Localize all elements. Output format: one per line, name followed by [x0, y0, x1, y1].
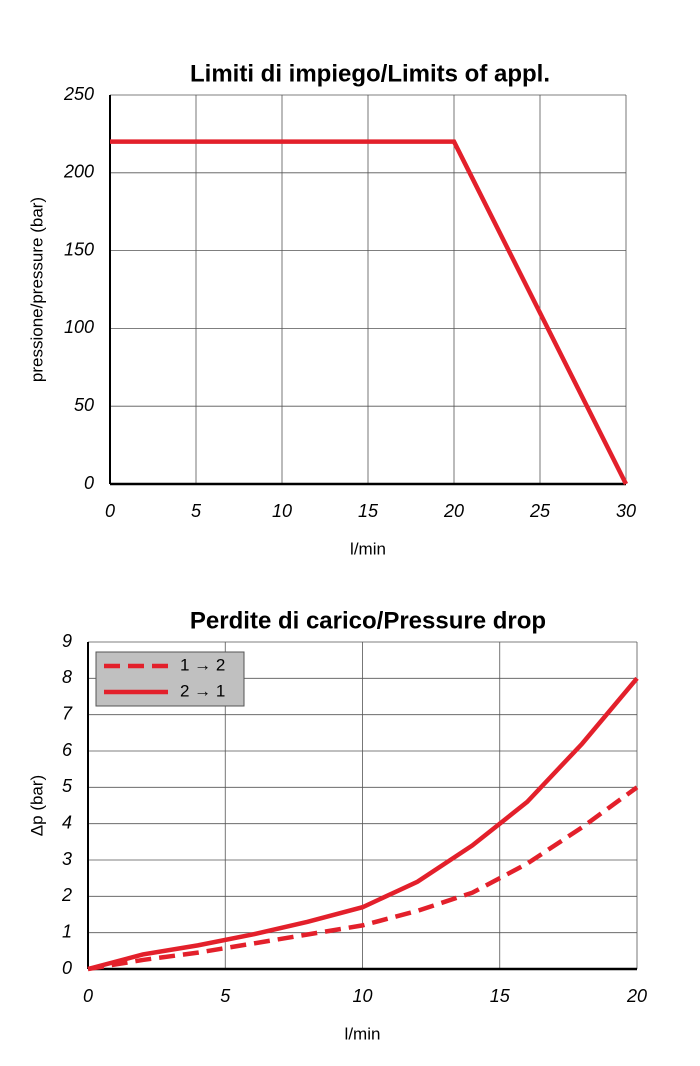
x-tick-label: 10 — [352, 986, 372, 1006]
y-tick-label: 0 — [62, 958, 72, 978]
x-tick-label: 0 — [105, 501, 115, 521]
y-tick-label: 6 — [62, 740, 73, 760]
line — [110, 139, 629, 486]
x-tick-label: 25 — [529, 501, 551, 521]
y-tick-label: 50 — [74, 395, 94, 415]
x-tick-label: 5 — [220, 986, 231, 1006]
x-tick-label: 20 — [443, 501, 464, 521]
y-tick-label: 7 — [62, 703, 73, 723]
y-axis-label: pressione/pressure (bar) — [27, 197, 46, 382]
y-tick-label: 2 — [61, 885, 72, 905]
y-tick-label: 4 — [62, 812, 72, 832]
y-tick-label: 200 — [63, 162, 94, 182]
legend-box — [95, 651, 245, 707]
x-axis-label: l/min — [345, 1024, 381, 1043]
y-axis-label: Δp (bar) — [27, 775, 46, 836]
y-tick-label: 150 — [64, 239, 94, 259]
y-tick-label: 3 — [62, 849, 72, 869]
x-tick-label: 0 — [83, 986, 93, 1006]
x-tick-label: 15 — [358, 501, 379, 521]
y-tick-label: 8 — [62, 667, 72, 687]
y-tick-label: 100 — [64, 317, 94, 337]
y-tick-label: 1 — [62, 921, 72, 941]
x-tick-label: 20 — [626, 986, 647, 1006]
chart-title: Limiti di impiego/Limits of appl. — [190, 60, 550, 87]
line — [87, 676, 639, 972]
line — [87, 785, 639, 972]
x-axis-label: l/min — [350, 539, 386, 558]
y-tick-label: 5 — [62, 776, 73, 796]
x-tick-label: 15 — [490, 986, 511, 1006]
x-tick-label: 30 — [616, 501, 636, 521]
legend-label: 2 → 1 — [180, 681, 225, 700]
y-tick-label: 9 — [62, 631, 72, 651]
chart-title: Perdite di carico/Pressure drop — [190, 607, 546, 634]
x-tick-label: 5 — [191, 501, 202, 521]
y-tick-label: 250 — [63, 84, 94, 104]
legend-label: 1 → 2 — [180, 655, 225, 674]
y-tick-label: 0 — [84, 473, 94, 493]
x-tick-label: 10 — [272, 501, 292, 521]
